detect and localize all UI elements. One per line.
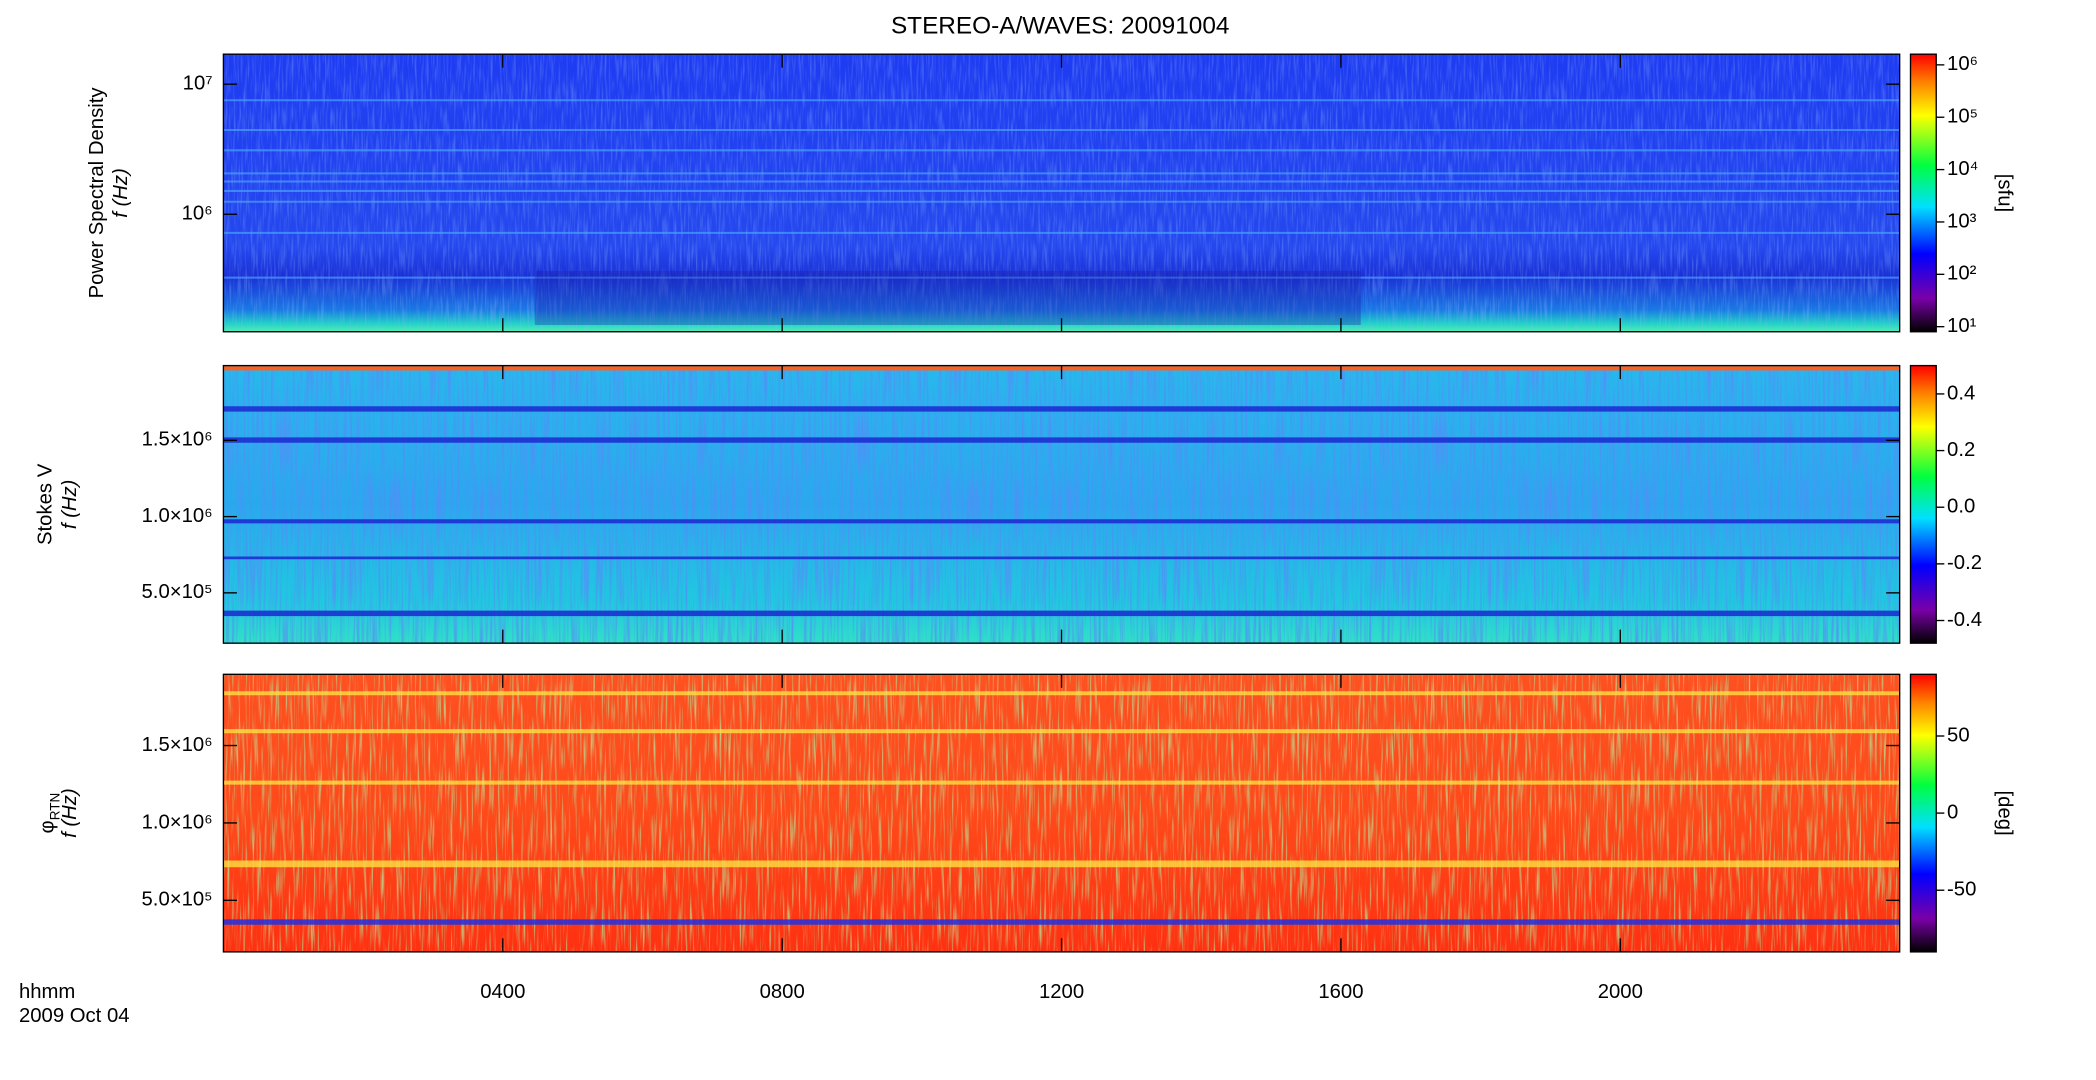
frequency-label: f (Hz): [59, 480, 81, 530]
panel-3-texture: [223, 674, 1900, 952]
x-tick-label: 1200: [1039, 981, 1084, 1003]
y-label-symbol: φ: [37, 820, 59, 833]
colorbar-tick-label: -0.2: [1947, 552, 1982, 574]
y-tick-label: 10⁷: [183, 73, 213, 95]
colorbar-tick-label: 50: [1947, 724, 1970, 746]
panel-2-texture: [223, 365, 1900, 644]
colorbar-tick-label: 0.0: [1947, 496, 1975, 518]
colorbar-tick-label: 10²: [1947, 263, 1977, 285]
colorbar-tick-label: 0.2: [1947, 439, 1975, 461]
colorbar-tick-label: 0: [1947, 801, 1958, 823]
colorbar-label: [sfu]: [1994, 174, 2016, 212]
colorbar-tick-label: 10⁵: [1947, 106, 1978, 128]
x-tick-label: 0800: [760, 981, 805, 1003]
frequency-label: f (Hz): [59, 788, 81, 838]
y-label: Power Spectral Density: [86, 87, 108, 299]
colorbar-tick-label: 10³: [1947, 210, 1977, 232]
panel-1-texture: [223, 54, 1900, 332]
colorbar: [1909, 364, 1937, 644]
colorbar: [1909, 53, 1937, 333]
colorbar-tick-label: 10⁶: [1947, 53, 1978, 75]
chart-title: STEREO-A/WAVES: 20091004: [891, 13, 1229, 40]
frequency-label: f (Hz): [110, 168, 132, 218]
colorbar-tick-label: 10⁴: [1947, 158, 1978, 180]
x-tick-label: 2000: [1598, 981, 1643, 1003]
colorbar: [1909, 673, 1937, 953]
y-tick-label: 1.5×10⁶: [142, 734, 213, 756]
y-label: φRTN: [37, 793, 62, 834]
y-tick-label: 5.0×10⁵: [142, 889, 213, 911]
y-tick-label: 5.0×10⁵: [142, 581, 213, 603]
x-tick-label: 0400: [480, 981, 525, 1003]
y-label-subscript: RTN: [47, 793, 62, 821]
y-tick-label: 10⁶: [182, 203, 213, 225]
colorbar-tick-label: 10¹: [1947, 315, 1977, 337]
y-tick-label: 1.0×10⁶: [142, 505, 213, 527]
x-label: hhmm: [19, 981, 75, 1003]
colorbar-tick-label: -50: [1947, 879, 1976, 901]
colorbar-tick-label: -0.4: [1947, 609, 1982, 631]
colorbar-tick-label: 0.4: [1947, 382, 1975, 404]
date-label: 2009 Oct 04: [19, 1005, 130, 1027]
y-label: Stokes V: [34, 463, 56, 545]
colorbar-label: [deg]: [1994, 791, 2016, 836]
y-tick-label: 1.5×10⁶: [142, 429, 213, 451]
y-tick-label: 1.0×10⁶: [142, 811, 213, 833]
x-tick-label: 1600: [1318, 981, 1363, 1003]
